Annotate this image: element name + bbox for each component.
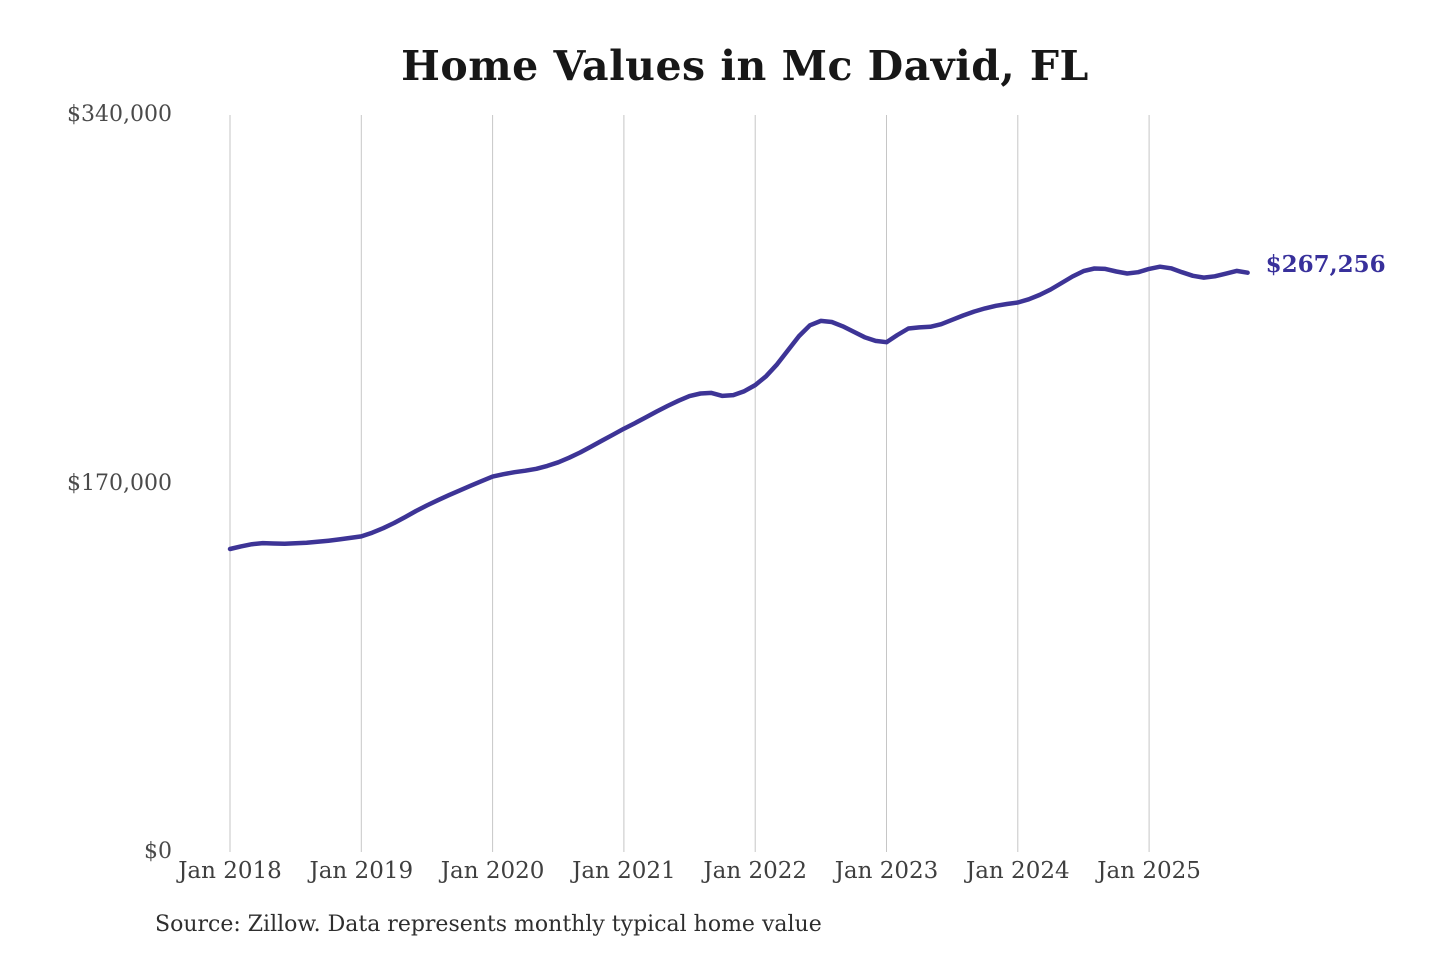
y-tick-170000: $170,000 [67,470,172,496]
gridlines-group [229,115,1150,852]
x-tick-jan-2019: Jan 2019 [309,858,414,884]
home-values-line [227,264,1250,552]
y-tick-340000: $340,000 [67,102,172,127]
x-tick-jan-2024: Jan 2024 [966,858,1070,884]
x-tick-jan-2020: Jan 2020 [440,858,545,884]
chart-title: Home Values in Mc David, FL [401,42,1089,90]
x-tick-jan-2018: Jan 2018 [178,858,282,884]
y-tick-0: $0 [144,839,172,864]
x-tick-jan-2025: Jan 2025 [1097,858,1201,884]
source-note: Source: Zillow. Data represents monthly … [155,912,822,937]
x-tick-jan-2023: Jan 2023 [834,858,939,884]
x-tick-jan-2021: Jan 2021 [572,858,676,884]
x-tick-jan-2022: Jan 2022 [703,858,807,884]
latest-value-label: $267,256 [1265,250,1386,278]
